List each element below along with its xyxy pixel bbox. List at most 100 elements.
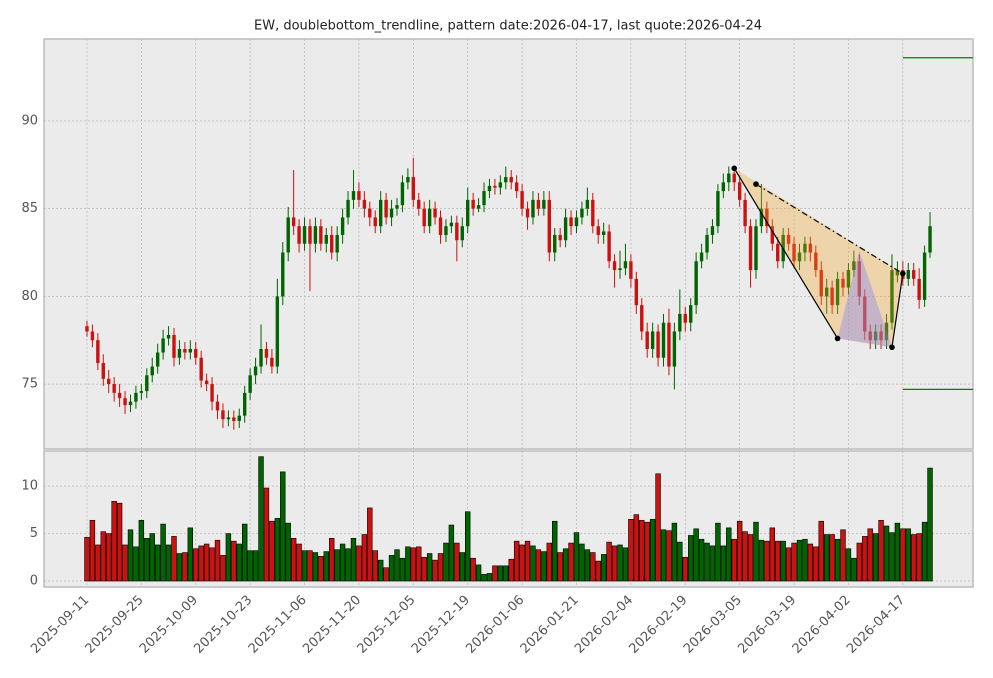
volume-bar — [247, 550, 253, 582]
volume-bar — [682, 556, 688, 582]
pattern-fill — [837, 250, 892, 348]
volume-bar — [639, 519, 645, 582]
candle-body — [373, 217, 377, 227]
candle-body — [612, 261, 617, 271]
volume-bar — [225, 533, 232, 582]
candle-body — [291, 217, 296, 227]
volume-bar — [198, 545, 204, 582]
candle-body — [368, 208, 372, 218]
candle-body — [335, 234, 339, 253]
candle-body — [776, 243, 780, 262]
volume-bar — [519, 544, 525, 582]
volume-bar — [214, 539, 221, 582]
volume-bar — [758, 539, 765, 582]
candle-body — [297, 226, 301, 244]
candle-body — [547, 199, 551, 253]
volume-bar — [361, 534, 368, 582]
candle-body — [607, 231, 611, 262]
candle-body — [563, 217, 568, 241]
volume-bar — [220, 555, 226, 582]
candle-body — [895, 270, 900, 276]
candle-body — [765, 208, 769, 227]
candle-body — [253, 366, 258, 376]
candle-body — [362, 199, 367, 209]
volume-tick-label: 10 — [21, 479, 38, 494]
volume-bar — [356, 545, 362, 582]
candle-body — [672, 331, 677, 367]
volume-bar — [470, 557, 476, 582]
candle-body — [585, 199, 590, 209]
candle-body — [357, 191, 361, 200]
candle-body — [308, 226, 312, 244]
volume-bar — [818, 520, 824, 582]
candle-body — [264, 349, 269, 358]
candle-body — [928, 226, 932, 253]
volume-bar — [367, 507, 373, 582]
candle-body — [319, 226, 323, 244]
pattern-point — [731, 165, 738, 172]
candle-body — [378, 199, 383, 227]
volume-bar — [872, 533, 879, 582]
y-tick-label: 80 — [21, 289, 38, 304]
candle-body — [286, 217, 290, 253]
candle-body — [770, 226, 774, 244]
candle-body — [346, 199, 350, 218]
candle-body — [188, 349, 193, 353]
volume-bar — [144, 538, 150, 582]
candle-body — [868, 331, 872, 341]
volume-bar — [813, 546, 819, 582]
volume-bar — [883, 525, 890, 582]
volume-bar — [84, 537, 90, 582]
candle-body — [732, 173, 736, 183]
volume-bar — [252, 550, 259, 582]
volume-bar — [878, 519, 884, 582]
volume-bar — [100, 531, 106, 582]
grid — [44, 39, 973, 587]
volume-bar — [329, 538, 335, 582]
candle-body — [232, 417, 236, 421]
candle-body — [808, 243, 813, 253]
volume-bar — [421, 556, 427, 582]
candle-body — [623, 261, 628, 269]
volume-bar — [731, 538, 737, 582]
candle-body — [890, 270, 894, 323]
candle-body — [819, 270, 823, 297]
candle-body — [835, 278, 840, 306]
candle-body — [340, 217, 345, 235]
candle-body — [498, 182, 503, 188]
candle-body — [449, 222, 454, 227]
volume-bar — [290, 538, 297, 582]
volume-bar — [454, 542, 460, 582]
candle-body — [427, 208, 432, 227]
volume-bar — [600, 554, 607, 582]
y-tick-label: 75 — [21, 377, 38, 392]
candle-body — [846, 270, 851, 288]
candle-body — [591, 199, 595, 227]
candle-body — [128, 401, 133, 406]
candle-body — [134, 392, 138, 402]
candle-body — [857, 261, 862, 297]
candle-body — [139, 391, 144, 393]
volume-bar — [546, 542, 552, 582]
candle-body — [574, 217, 579, 227]
candle-body — [123, 398, 127, 406]
volume-bar — [503, 565, 509, 582]
candle-body — [759, 208, 764, 227]
volume-bar — [176, 553, 183, 582]
candle-body — [145, 375, 149, 392]
candle-body — [830, 287, 834, 306]
volume-bar — [802, 538, 808, 582]
candle-body — [694, 261, 698, 306]
candle-body — [330, 234, 334, 253]
volume-bar — [138, 519, 145, 582]
candle-body — [792, 243, 796, 262]
volume-bar — [584, 549, 591, 582]
volume-bar — [307, 550, 313, 582]
volume-bar — [426, 553, 433, 582]
volume-bar — [492, 565, 498, 582]
trendline — [755, 183, 904, 275]
volume-bar — [318, 556, 324, 582]
volume-bar — [791, 542, 797, 582]
volume-bar — [296, 543, 302, 582]
